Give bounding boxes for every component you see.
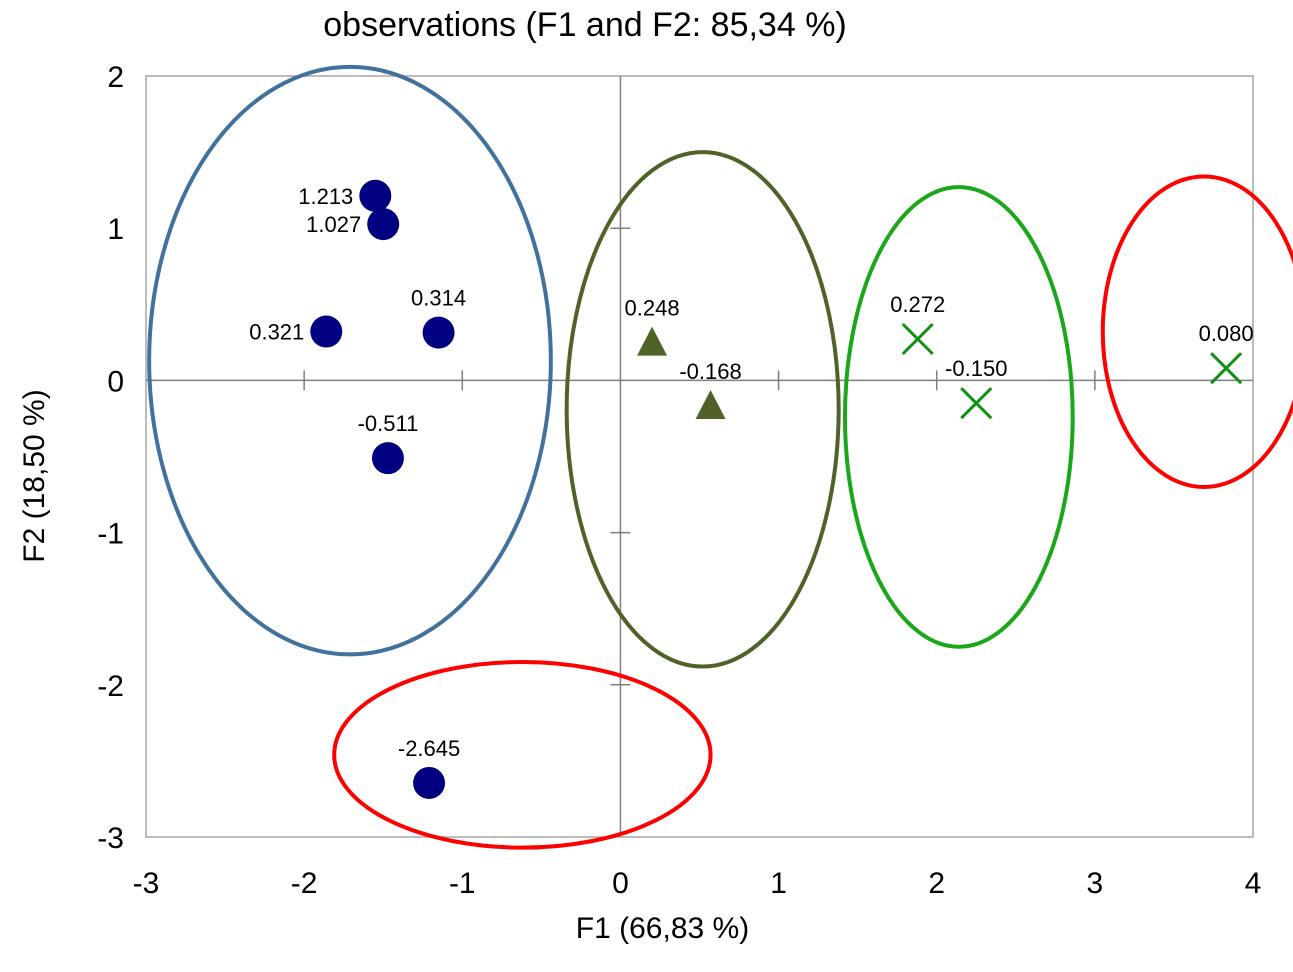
group-ellipse: [147, 64, 553, 657]
data-point-triangle: [637, 326, 668, 356]
y-tick-label: -2: [97, 670, 124, 703]
data-label: 0.248: [625, 296, 680, 321]
data-label: -2.645: [398, 736, 460, 761]
x-tick-label: 2: [928, 867, 945, 900]
y-tick-label: 1: [107, 213, 124, 246]
y-tick-label: 0: [107, 365, 124, 398]
data-point-circle: [413, 766, 446, 799]
x-tick-label: -1: [449, 867, 476, 900]
data-label: -0.150: [945, 356, 1007, 381]
data-label: -0.168: [679, 359, 741, 384]
group-ellipse: [1100, 174, 1293, 489]
y-tick-label: -1: [97, 518, 124, 551]
x-tick-label: 1: [770, 867, 787, 900]
data-point-circle: [371, 442, 404, 475]
data-point-circle: [359, 179, 392, 212]
data-point-circle: [367, 208, 400, 241]
data-point-circle: [422, 316, 455, 349]
group-ellipse: [332, 659, 713, 850]
y-tick-label: 2: [107, 61, 124, 94]
x-axis-label: F1 (66,83 %): [575, 912, 750, 945]
data-label: 0.314: [411, 286, 466, 311]
group-ellipse: [564, 150, 841, 669]
data-point-triangle: [695, 389, 726, 419]
chart-title: observations (F1 and F2: 85,34 %): [323, 6, 847, 44]
plot-area-border: [145, 75, 1254, 838]
data-point-cross: [1210, 352, 1243, 385]
data-label: 1.213: [298, 184, 353, 209]
data-label: 0.321: [249, 320, 304, 345]
x-tick-label: -2: [291, 867, 318, 900]
data-label: 1.027: [306, 212, 361, 237]
x-tick-label: 3: [1087, 867, 1104, 900]
data-point-cross: [960, 387, 993, 420]
y-tick-label: -3: [97, 822, 124, 855]
x-tick-label: 4: [1245, 867, 1262, 900]
data-label: 0.272: [890, 292, 945, 317]
x-tick-label: -3: [133, 867, 160, 900]
x-tick-label: 0: [612, 867, 629, 900]
data-point-cross: [901, 322, 934, 356]
group-ellipse: [842, 185, 1075, 649]
data-label: -0.511: [358, 411, 419, 436]
data-point-circle: [310, 315, 343, 348]
data-label: 0.080: [1199, 321, 1254, 346]
